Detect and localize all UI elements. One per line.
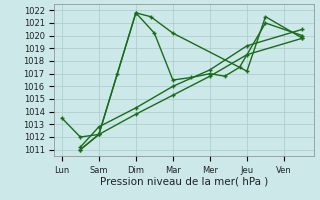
X-axis label: Pression niveau de la mer( hPa ): Pression niveau de la mer( hPa ) <box>100 176 268 186</box>
